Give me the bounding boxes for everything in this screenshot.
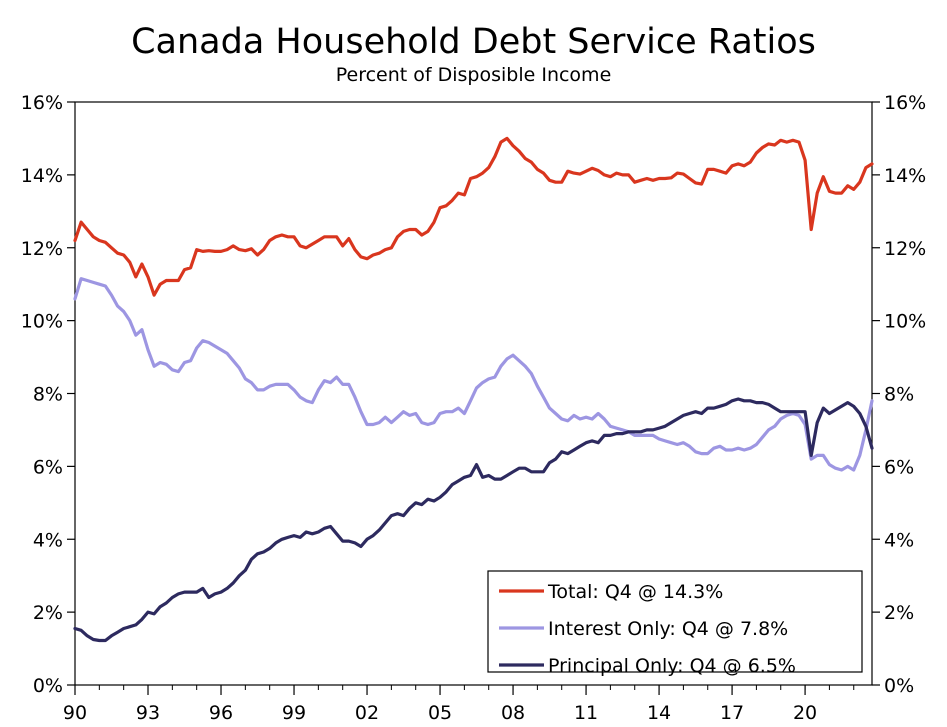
- x-tick-label: 05: [428, 702, 452, 724]
- x-tick-label: 93: [136, 702, 160, 724]
- legend-box: [487, 570, 863, 673]
- x-tick-label: 08: [501, 702, 525, 724]
- x-tick-label: 90: [63, 702, 87, 724]
- y-tick-label-left: 8%: [33, 384, 63, 406]
- y-tick-label-left: 6%: [33, 456, 63, 478]
- y-tick-label-right: 10%: [884, 311, 926, 333]
- y-tick-label-left: 10%: [21, 311, 63, 333]
- chart-subtitle: Percent of Disposible Income: [335, 64, 612, 86]
- y-tick-label-left: 4%: [33, 529, 63, 551]
- y-tick-label-left: 0%: [33, 675, 63, 697]
- x-tick-label: 17: [720, 702, 744, 724]
- x-tick-label: 02: [355, 702, 379, 724]
- x-axis: 90 93 96 99 02 05 08 11 14 17 20: [63, 685, 855, 724]
- y-tick-label-right: 6%: [884, 456, 914, 478]
- series-line-0: [73, 136, 874, 297]
- y-tick-label-left: 16%: [21, 92, 63, 114]
- y-tick-label-right: 12%: [884, 238, 926, 260]
- y-tick-label-right: 2%: [884, 602, 914, 624]
- series-lines: [73, 136, 874, 643]
- x-tick-label: 14: [647, 702, 671, 724]
- y-tick-label-right: 4%: [884, 529, 914, 551]
- y-tick-label-right: 0%: [884, 675, 914, 697]
- x-tick-label: 99: [282, 702, 306, 724]
- series-line-2: [73, 397, 874, 643]
- legend-label: Interest Only: Q4 @ 7.8%: [548, 618, 788, 640]
- y-tick-label-right: 8%: [884, 384, 914, 406]
- y-tick-label-right: 16%: [884, 92, 926, 114]
- series-line-1: [73, 277, 874, 472]
- y-axis: 0% 0% 2% 2% 4% 4% 6% 6% 8% 8% 10% 10% 12% 12% 14% 14% 16…: [21, 92, 926, 697]
- legend: Total: Q4 @ 14.3% Interest Only: Q4 @ 7.8…: [487, 570, 863, 677]
- x-tick-label: 20: [793, 702, 817, 724]
- y-tick-label-left: 14%: [21, 165, 63, 187]
- chart-title: Canada Household Debt Service Ratios: [131, 22, 816, 62]
- y-tick-label-left: 12%: [21, 238, 63, 260]
- y-tick-label-right: 14%: [884, 165, 926, 187]
- x-tick-label: 11: [574, 702, 598, 724]
- y-tick-label-left: 2%: [33, 602, 63, 624]
- legend-label: Principal Only: Q4 @ 6.5%: [548, 655, 796, 677]
- x-tick-label: 96: [209, 702, 233, 724]
- legend-label: Total: Q4 @ 14.3%: [547, 581, 723, 603]
